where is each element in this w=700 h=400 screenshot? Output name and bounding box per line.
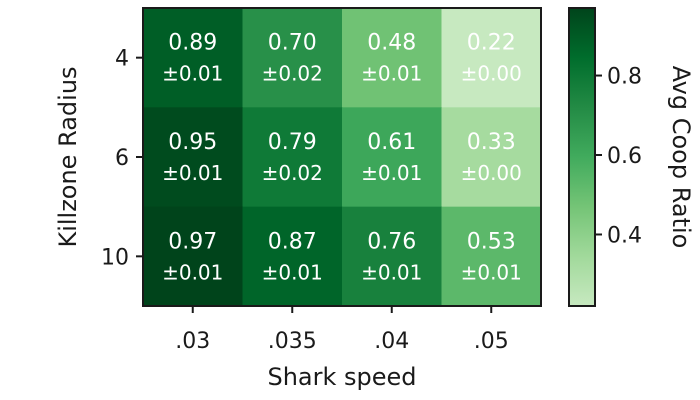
colorbar-tick-label: 0.6 bbox=[607, 144, 642, 169]
heatmap-cell bbox=[441, 107, 542, 208]
colorbar-title: Avg Coop Ratio bbox=[667, 66, 695, 249]
cell-value-label: 0.87 bbox=[268, 229, 317, 254]
y-tick-label: 10 bbox=[101, 245, 129, 270]
y-axis-title: Killzone Radius bbox=[54, 66, 82, 247]
x-tick-label: .04 bbox=[374, 329, 409, 354]
cell-error-label: ±0.02 bbox=[262, 62, 323, 86]
cell-error-label: ±0.01 bbox=[162, 62, 223, 86]
cell-error-label: ±0.01 bbox=[461, 260, 522, 284]
x-axis: .03 .035 .04 .05 bbox=[175, 306, 509, 354]
cell-value-label: 0.95 bbox=[168, 130, 217, 155]
cell-value-label: 0.53 bbox=[467, 229, 516, 254]
cell-value-label: 0.79 bbox=[268, 130, 317, 155]
heatmap-cell bbox=[342, 206, 442, 307]
cell-value-label: 0.76 bbox=[367, 229, 416, 254]
cell-error-label: ±0.00 bbox=[461, 161, 522, 185]
x-tick-label: .035 bbox=[268, 329, 317, 354]
colorbar-tick-label: 0.8 bbox=[607, 65, 642, 90]
heatmap-cell bbox=[342, 8, 442, 108]
heatmap-cell bbox=[143, 107, 243, 208]
cell-error-label: ±0.00 bbox=[461, 62, 522, 86]
x-tick-label: .05 bbox=[474, 329, 509, 354]
x-tick-label: .03 bbox=[175, 329, 210, 354]
cell-value-label: 0.97 bbox=[168, 229, 217, 254]
heatmap-cells: 0.89 ±0.01 0.70 ±0.02 0.48 ±0.01 0.22 ±0.00 0.95… bbox=[143, 8, 542, 307]
cell-error-label: ±0.01 bbox=[262, 260, 323, 284]
x-axis-title: Shark speed bbox=[267, 363, 416, 391]
heatmap-cell bbox=[441, 8, 542, 108]
heatmap-cell bbox=[441, 206, 542, 307]
cell-value-label: 0.61 bbox=[367, 130, 416, 155]
y-axis: 4 6 10 bbox=[101, 47, 143, 270]
cell-value-label: 0.70 bbox=[268, 31, 317, 56]
heatmap-cell bbox=[242, 206, 343, 307]
cell-error-label: ±0.01 bbox=[162, 161, 223, 185]
colorbar-tick-label: 0.4 bbox=[607, 223, 642, 248]
heatmap-cell bbox=[242, 107, 343, 208]
heatmap-cell bbox=[143, 206, 243, 307]
cell-value-label: 0.22 bbox=[467, 31, 516, 56]
cell-error-label: ±0.01 bbox=[361, 260, 422, 284]
cell-error-label: ±0.01 bbox=[162, 260, 223, 284]
cell-value-label: 0.48 bbox=[367, 31, 416, 56]
cell-error-label: ±0.01 bbox=[361, 62, 422, 86]
cell-error-label: ±0.02 bbox=[262, 161, 323, 185]
cell-value-label: 0.33 bbox=[467, 130, 516, 155]
heatmap-cell bbox=[342, 107, 442, 208]
cell-error-label: ±0.01 bbox=[361, 161, 422, 185]
heatmap-cell bbox=[143, 8, 243, 108]
heatmap-cell bbox=[242, 8, 343, 108]
colorbar-ticks: 0.4 0.6 0.8 bbox=[595, 65, 642, 248]
y-tick-label: 4 bbox=[115, 47, 129, 72]
y-tick-label: 6 bbox=[115, 146, 129, 171]
colorbar bbox=[568, 7, 596, 307]
cell-value-label: 0.89 bbox=[168, 31, 217, 56]
